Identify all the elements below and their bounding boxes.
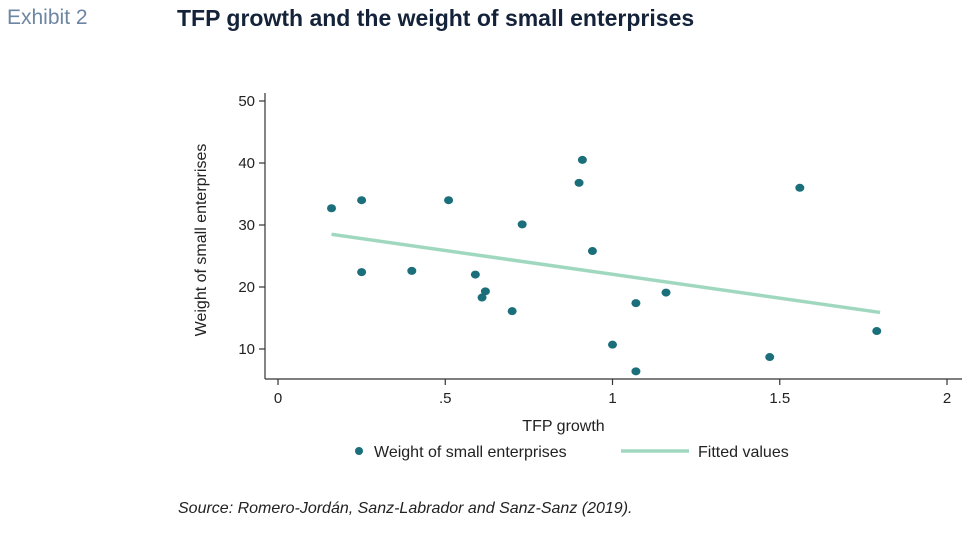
chart-title: TFP growth and the weight of small enter…: [177, 5, 695, 31]
data-point: [357, 196, 367, 205]
data-point: [577, 155, 587, 164]
data-point: [477, 293, 487, 302]
x-axis-title: TFP growth: [522, 418, 604, 435]
marks: [327, 155, 882, 376]
data-point: [574, 178, 584, 187]
data-point: [507, 307, 517, 316]
legend: Weight of small enterprises Fitted value…: [355, 444, 789, 461]
data-point: [631, 299, 641, 308]
data-point: [795, 183, 805, 192]
data-point: [444, 196, 454, 205]
x-tick-label: 1: [608, 390, 616, 407]
legend-label-fitted: Fitted values: [698, 444, 789, 461]
y-tick-label: 10: [238, 341, 255, 358]
data-point: [407, 266, 417, 275]
data-point: [631, 367, 641, 376]
data-point: [480, 287, 490, 296]
legend-marker-weight: [355, 447, 363, 455]
y-tick-label: 30: [238, 217, 255, 234]
data-point: [765, 353, 775, 362]
y-tick-label: 20: [238, 279, 255, 296]
data-point: [327, 204, 337, 213]
source-note: Source: Romero-Jordán, Sanz-Labrador and…: [178, 500, 633, 517]
data-point: [517, 220, 527, 229]
x-tick-label: 2: [943, 390, 951, 407]
x-tick-label: .5: [439, 390, 452, 407]
x-tick-label: 0: [274, 390, 282, 407]
y-tick-label: 50: [238, 93, 255, 110]
y-tick-label: 40: [238, 155, 255, 172]
data-point: [470, 270, 480, 279]
fitted-values-line: [331, 232, 881, 315]
axes: [264, 93, 962, 380]
data-point: [661, 288, 671, 297]
y-axis-title: Weight of small enterprises: [193, 144, 210, 337]
data-point: [357, 268, 367, 277]
ticks: 10 20 30 40 50 0 .5 1 1.5 2: [238, 93, 951, 407]
legend-label-weight: Weight of small enterprises: [374, 444, 567, 461]
data-point: [872, 327, 882, 336]
x-tick-label: 1.5: [769, 390, 790, 407]
exhibit-label: Exhibit 2: [7, 6, 88, 29]
data-point: [608, 340, 617, 349]
data-point: [587, 247, 597, 256]
